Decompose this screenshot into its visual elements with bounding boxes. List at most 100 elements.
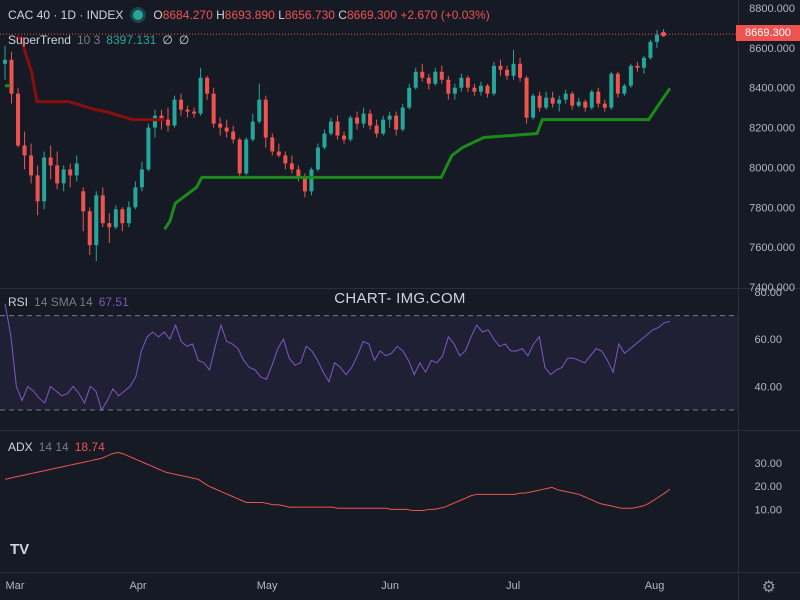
- rsi-line: [4, 303, 671, 412]
- candle-body: [635, 65, 640, 68]
- candle-body: [198, 77, 203, 114]
- open-value: 8684.270: [162, 8, 213, 22]
- candle-body: [276, 151, 281, 156]
- candle-body: [446, 79, 451, 94]
- candle-body: [55, 165, 60, 184]
- last-price-dot: [660, 31, 666, 37]
- candle-body: [152, 115, 157, 128]
- candle-body: [394, 115, 399, 130]
- candle-body: [609, 73, 614, 108]
- adx-tick-label: 10.00: [754, 504, 782, 516]
- close-label: C: [338, 8, 347, 22]
- time-tick-label: Aug: [645, 580, 665, 592]
- symbol-title[interactable]: CAC 40 · 1D · INDEX: [8, 8, 124, 22]
- candle-body: [42, 157, 47, 202]
- candle-body: [439, 71, 444, 80]
- adx-tick-label: 20.00: [754, 481, 782, 493]
- candle-body: [478, 85, 483, 92]
- rsi-label: RSI: [8, 295, 29, 309]
- candle-body: [68, 169, 73, 176]
- supertrend-value: 8397.131: [106, 33, 157, 47]
- adx-label: ADX: [8, 440, 33, 454]
- candle-body: [126, 207, 131, 224]
- candle-body: [48, 157, 53, 166]
- rsi-tick-label: 60.00: [754, 334, 782, 346]
- candle-body: [159, 115, 164, 120]
- candle-body: [498, 65, 503, 70]
- supertrend-params: 10 3: [76, 33, 101, 47]
- candle-body: [244, 139, 249, 174]
- price-tick-label: 8400.000: [749, 83, 795, 95]
- candle-body: [596, 91, 601, 104]
- time-tick-label: May: [257, 580, 278, 592]
- candle-body: [231, 131, 236, 140]
- candle-body: [576, 101, 581, 106]
- candle-body: [309, 169, 314, 192]
- candle-body: [407, 87, 412, 108]
- supertrend-legend[interactable]: SuperTrend 10 3 8397.131 ∅ ∅: [8, 33, 189, 47]
- candle-body: [179, 99, 184, 110]
- candle-body: [146, 127, 151, 170]
- candle-body: [342, 135, 347, 140]
- candle-body: [35, 175, 40, 202]
- candle-body: [648, 41, 653, 58]
- time-tick-label: Mar: [6, 580, 25, 592]
- candle-body: [237, 139, 242, 174]
- candle-body: [205, 77, 210, 94]
- supertrend-line: [163, 87, 672, 231]
- adx-params: 14 14: [38, 440, 69, 454]
- candle-body: [224, 127, 229, 132]
- candle-body: [289, 163, 294, 170]
- candle-body: [263, 99, 268, 138]
- candle-body: [250, 121, 255, 140]
- candle-body: [452, 87, 457, 94]
- adx-legend[interactable]: ADX 14 14 18.74: [8, 440, 105, 454]
- candle-body: [100, 195, 105, 224]
- candle-body: [628, 65, 633, 86]
- candle-body: [381, 119, 386, 134]
- candle-body: [315, 147, 320, 170]
- candle-body: [524, 77, 529, 118]
- candle-body: [570, 93, 575, 106]
- candle-body: [322, 133, 327, 148]
- candle-body: [602, 103, 607, 108]
- time-tick-label: Apr: [129, 580, 146, 592]
- low-label: L: [278, 8, 285, 22]
- open-label: O: [153, 8, 163, 22]
- settings-icon[interactable]: ⚙: [761, 579, 776, 596]
- candle-body: [361, 113, 366, 124]
- candle-body: [654, 34, 659, 42]
- candle-body: [374, 125, 379, 134]
- close-value: 8669.300: [346, 8, 398, 22]
- candle-body: [622, 85, 627, 94]
- candle-body: [465, 77, 470, 88]
- candle-body: [165, 119, 170, 126]
- candle-body: [557, 99, 562, 104]
- empty-set-icon: ∅: [162, 33, 173, 47]
- price-tick-label: 8800.000: [749, 3, 795, 15]
- candle-body: [218, 123, 223, 128]
- candle-body: [107, 223, 112, 228]
- candle-body: [328, 121, 333, 134]
- adx-tick-label: 30.00: [754, 458, 782, 470]
- supertrend-label: SuperTrend: [8, 33, 71, 47]
- candle-body: [589, 91, 594, 108]
- price-tick-label: 8200.000: [749, 123, 795, 135]
- candle-body: [133, 187, 138, 208]
- rsi-band: [0, 315, 738, 410]
- time-tick-label: Jul: [506, 580, 520, 592]
- candle-body: [511, 63, 516, 76]
- price-tick-label: 8600.000: [749, 43, 795, 55]
- change-value: +2.670 (+0.03%): [400, 8, 490, 22]
- tradingview-logo[interactable]: TV: [10, 541, 30, 558]
- rsi-legend[interactable]: RSI 14 SMA 14 67.51: [8, 295, 129, 309]
- candle-body: [139, 169, 144, 188]
- candle-body: [94, 195, 99, 246]
- candle-body: [87, 211, 92, 246]
- empty-set-icon: ∅: [178, 33, 190, 47]
- candle-body: [296, 169, 301, 178]
- candle-body: [355, 117, 360, 124]
- candle-body: [537, 95, 542, 108]
- candle-body: [615, 73, 620, 94]
